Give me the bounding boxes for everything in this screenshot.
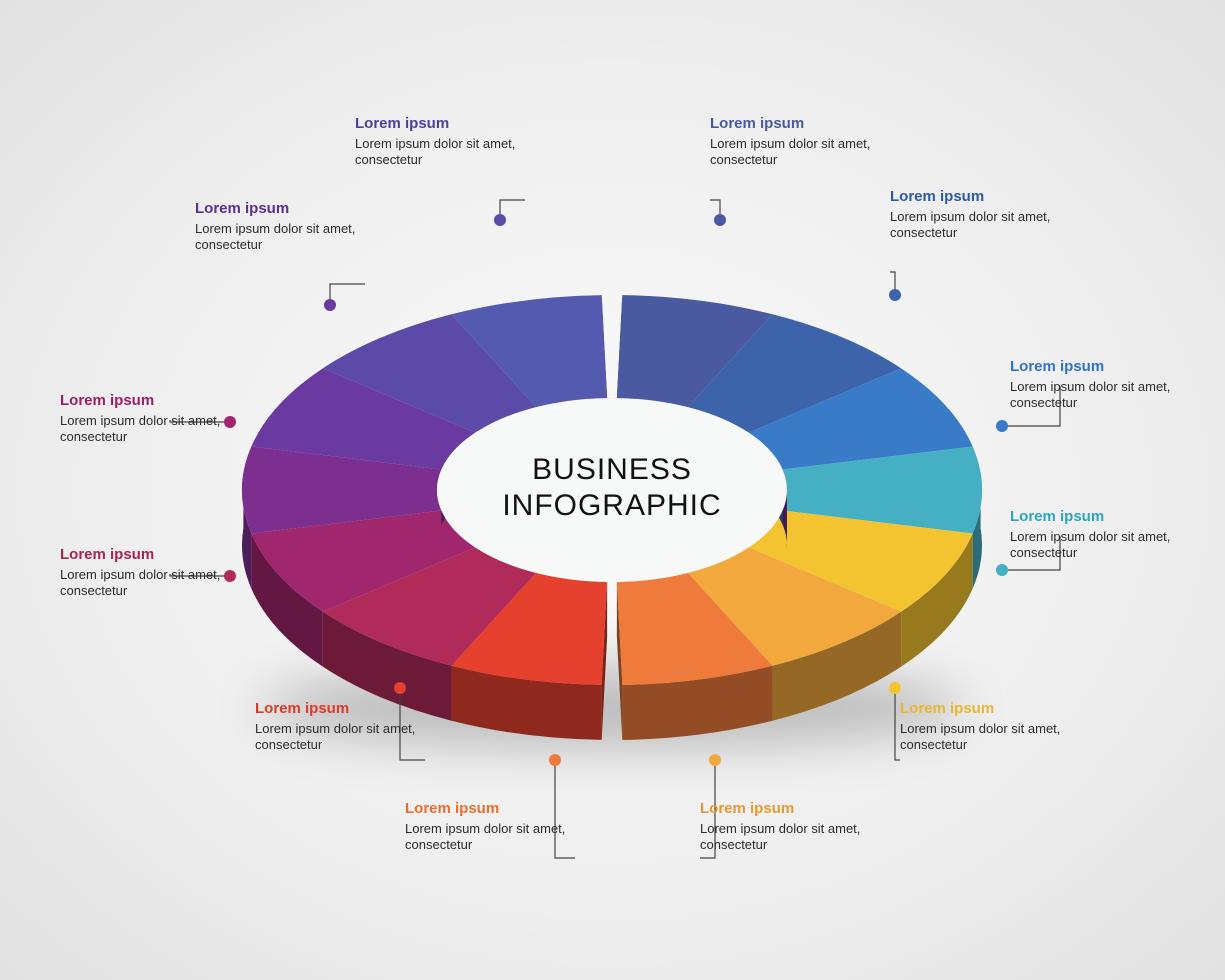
- leader-dot: [889, 682, 901, 694]
- center-title-line2: INFOGRAPHIC: [462, 488, 762, 524]
- leader-dot: [889, 289, 901, 301]
- callout: Lorem ipsum Lorem ipsum dolor sit amet, c…: [1010, 508, 1180, 561]
- callout: Lorem ipsum Lorem ipsum dolor sit amet, c…: [700, 800, 870, 853]
- callout: Lorem ipsum Lorem ipsum dolor sit amet, c…: [60, 392, 230, 445]
- callout-title: Lorem ipsum: [60, 546, 230, 565]
- leader-dot: [709, 754, 721, 766]
- callout: Lorem ipsum Lorem ipsum dolor sit amet, c…: [60, 546, 230, 599]
- callout-body: Lorem ipsum dolor sit amet, consectetur: [405, 821, 575, 854]
- leader-line: [330, 284, 365, 305]
- callout: Lorem ipsum Lorem ipsum dolor sit amet, c…: [1010, 358, 1180, 411]
- callout-title: Lorem ipsum: [60, 392, 230, 411]
- callout-title: Lorem ipsum: [1010, 508, 1180, 527]
- callout-title: Lorem ipsum: [195, 200, 365, 219]
- infographic-stage: { "canvas":{"width":1225,"height":980,"b…: [0, 0, 1225, 980]
- callout: Lorem ipsum Lorem ipsum dolor sit amet, c…: [195, 200, 365, 253]
- leader-dot: [996, 420, 1008, 432]
- callout-body: Lorem ipsum dolor sit amet, consectetur: [1010, 379, 1180, 412]
- callout: Lorem ipsum Lorem ipsum dolor sit amet, c…: [405, 800, 575, 853]
- leader-dot: [394, 682, 406, 694]
- callout-body: Lorem ipsum dolor sit amet, consectetur: [890, 209, 1060, 242]
- callout: Lorem ipsum Lorem ipsum dolor sit amet, c…: [900, 700, 1070, 753]
- callout-body: Lorem ipsum dolor sit amet, consectetur: [355, 136, 525, 169]
- callout: Lorem ipsum Lorem ipsum dolor sit amet, c…: [255, 700, 425, 753]
- leader-dot: [324, 299, 336, 311]
- callout-body: Lorem ipsum dolor sit amet, consectetur: [195, 221, 365, 254]
- callout-title: Lorem ipsum: [405, 800, 575, 819]
- callout-body: Lorem ipsum dolor sit amet, consectetur: [255, 721, 425, 754]
- callout: Lorem ipsum Lorem ipsum dolor sit amet, c…: [890, 188, 1060, 241]
- callout-body: Lorem ipsum dolor sit amet, consectetur: [710, 136, 880, 169]
- callout-body: Lorem ipsum dolor sit amet, consectetur: [700, 821, 870, 854]
- callout-title: Lorem ipsum: [890, 188, 1060, 207]
- callout-title: Lorem ipsum: [1010, 358, 1180, 377]
- callout-title: Lorem ipsum: [700, 800, 870, 819]
- callout-body: Lorem ipsum dolor sit amet, consectetur: [60, 413, 230, 446]
- center-title: BUSINESS INFOGRAPHIC: [462, 452, 762, 524]
- center-title-line1: BUSINESS: [462, 452, 762, 488]
- callout: Lorem ipsum Lorem ipsum dolor sit amet, c…: [355, 115, 525, 168]
- callout-title: Lorem ipsum: [255, 700, 425, 719]
- callout-body: Lorem ipsum dolor sit amet, consectetur: [60, 567, 230, 600]
- leader-dot: [494, 214, 506, 226]
- callout-body: Lorem ipsum dolor sit amet, consectetur: [900, 721, 1070, 754]
- leader-dot: [996, 564, 1008, 576]
- callout-title: Lorem ipsum: [900, 700, 1070, 719]
- callout-title: Lorem ipsum: [355, 115, 525, 134]
- callout-body: Lorem ipsum dolor sit amet, consectetur: [1010, 529, 1180, 562]
- leader-dot: [714, 214, 726, 226]
- callout-title: Lorem ipsum: [710, 115, 880, 134]
- callout: Lorem ipsum Lorem ipsum dolor sit amet, c…: [710, 115, 880, 168]
- leader-dot: [549, 754, 561, 766]
